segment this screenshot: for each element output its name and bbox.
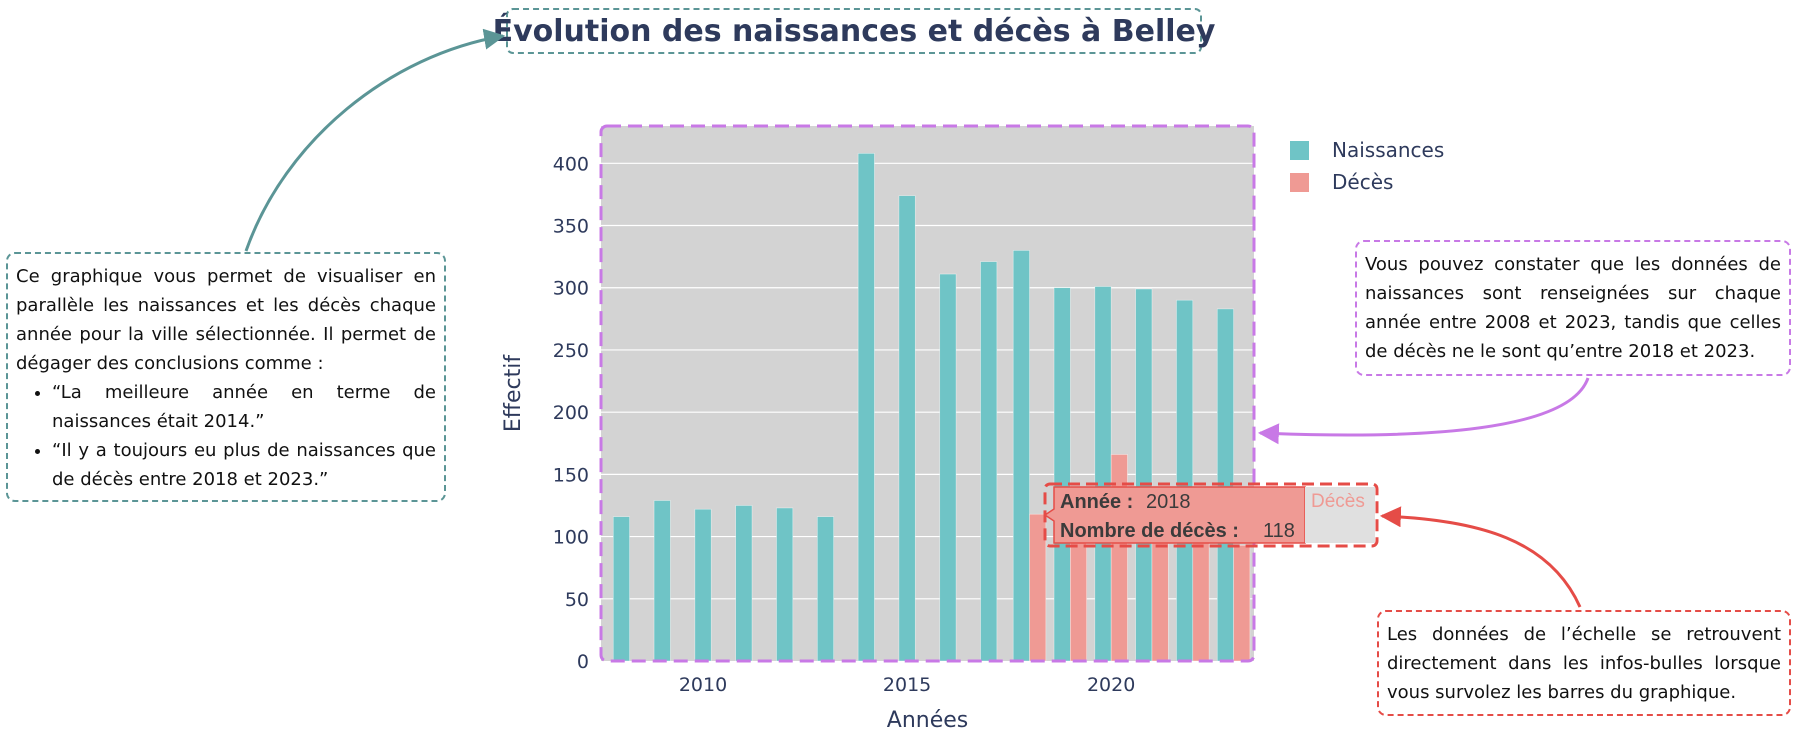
legend-swatch	[1290, 141, 1309, 160]
teal-arrow	[244, 28, 506, 252]
tooltip-name-panel	[1305, 487, 1375, 543]
tooltip-deaths-value: 118	[1263, 520, 1295, 542]
y-axis-title: Effectif	[501, 354, 526, 432]
legend-label: Décès	[1332, 170, 1393, 194]
legend-label: Naissances	[1332, 138, 1444, 162]
tooltip-year-value: 2018	[1146, 491, 1191, 513]
tooltip-year-label: Année :	[1060, 491, 1133, 513]
y-tick-label: 150	[553, 464, 589, 486]
purple-arrow	[1257, 377, 1590, 445]
y-tick-label: 300	[553, 278, 589, 300]
chart-title: Évolution des naissances et décès à Bell…	[493, 8, 1215, 54]
y-tick-label: 350	[553, 216, 589, 238]
x-tick-label: 2015	[883, 674, 931, 696]
hover-tooltip: Année : 2018 Nombre de décès : 118 Décès	[1043, 482, 1379, 548]
left-note-bullet-2: “Il y a toujours eu plus de naissances q…	[52, 436, 436, 494]
y-tick-label: 100	[553, 527, 589, 549]
legend-swatch	[1290, 173, 1309, 192]
y-tick-label: 400	[553, 153, 589, 175]
tooltip-series-name: Décès	[1311, 491, 1365, 512]
left-note-intro: Ce graphique vous permet de visualiser e…	[16, 266, 436, 374]
x-axis-title: Années	[887, 708, 968, 732]
y-tick-label: 0	[577, 651, 589, 673]
left-note-bullet-1: “La meilleure année en terme de naissanc…	[52, 378, 436, 436]
y-tick-label: 250	[553, 340, 589, 362]
x-tick-label: 2020	[1087, 674, 1135, 696]
tooltip-deaths-label: Nombre de décès :	[1060, 520, 1239, 542]
y-tick-label: 50	[565, 589, 589, 611]
bottom-annotation-note: Les données de l’échelle se retrouvent d…	[1377, 610, 1791, 716]
red-arrow	[1379, 506, 1582, 608]
left-note-list: “La meilleure année en terme de naissanc…	[16, 378, 436, 494]
y-tick-label: 200	[553, 402, 589, 424]
left-annotation-note: Ce graphique vous permet de visualiser e…	[6, 252, 446, 502]
x-tick-label: 2010	[679, 674, 727, 696]
plot-highlight-border	[599, 124, 1256, 663]
right-annotation-note: Vous pouvez constater que les données de…	[1355, 240, 1791, 376]
